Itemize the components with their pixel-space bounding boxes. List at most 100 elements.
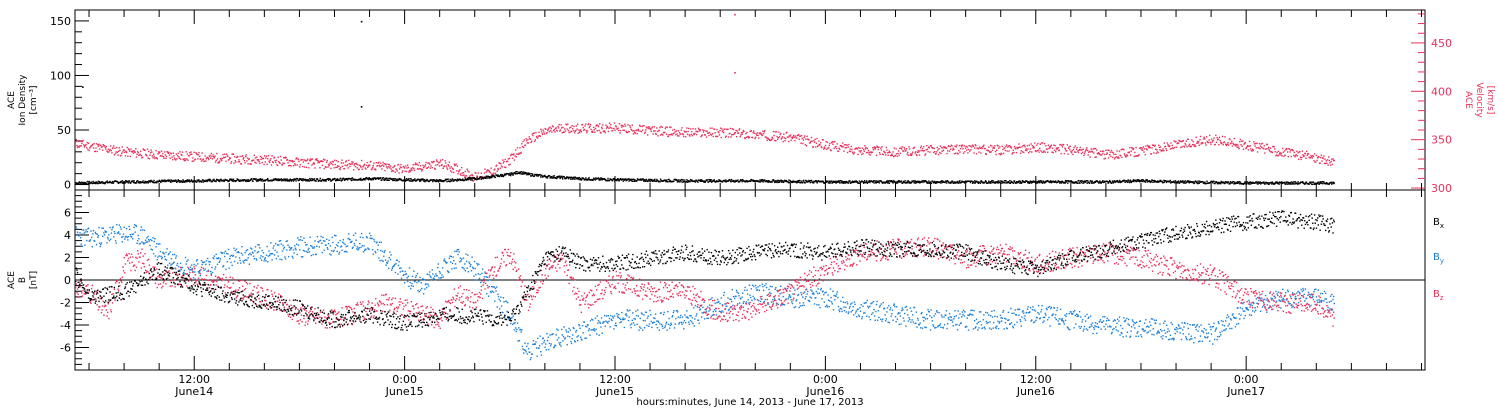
velocity-point: [683, 135, 685, 138]
density-point: [673, 180, 675, 182]
velocity-point: [686, 133, 689, 136]
density-point: [223, 180, 226, 182]
by-point: [114, 240, 117, 242]
density-point: [146, 181, 148, 184]
density-point: [1056, 181, 1059, 184]
velocity-point: [1212, 139, 1215, 142]
density-point: [393, 179, 396, 182]
density-point: [480, 176, 482, 178]
velocity-point: [1237, 144, 1239, 146]
velocity-point: [825, 140, 827, 143]
density-point: [624, 179, 627, 181]
velocity-point: [881, 146, 883, 148]
density-point: [369, 177, 371, 180]
velocity-point: [606, 125, 608, 128]
velocity-point: [775, 131, 778, 133]
density-point: [386, 179, 389, 181]
density-point: [1224, 180, 1227, 183]
density-point: [900, 180, 903, 182]
velocity-point: [264, 161, 267, 163]
density-point: [535, 175, 538, 177]
density-point: [1318, 182, 1321, 185]
velocity-point: [333, 167, 335, 169]
velocity-point: [280, 159, 282, 161]
velocity-point: [791, 136, 793, 139]
density-point: [1189, 180, 1191, 182]
by-point: [287, 244, 289, 246]
density-point: [779, 180, 782, 182]
by-point: [115, 242, 117, 244]
density-point: [735, 179, 737, 182]
velocity-point: [392, 166, 394, 169]
density-point: [999, 181, 1001, 183]
density-point: [816, 182, 819, 184]
density-point: [759, 179, 761, 181]
velocity-point: [411, 167, 414, 169]
density-point: [876, 180, 878, 182]
by-point: [203, 269, 205, 272]
velocity-point: [746, 131, 748, 134]
velocity-point: [456, 170, 458, 172]
velocity-point: [1328, 156, 1330, 158]
velocity-point: [1198, 144, 1200, 146]
velocity-point: [106, 150, 108, 152]
density-point: [643, 179, 645, 181]
density-point: [648, 179, 651, 182]
velocity-point: [1102, 150, 1105, 152]
density-point: [790, 181, 793, 183]
velocity-point: [460, 166, 463, 169]
velocity-point: [360, 166, 362, 168]
density-point: [88, 182, 90, 184]
density-point: [1333, 182, 1336, 184]
velocity-point: [1162, 149, 1165, 152]
density-point: [810, 179, 813, 182]
velocity-point: [694, 132, 696, 135]
velocity-point: [246, 160, 248, 162]
density-point: [767, 181, 770, 183]
velocity-point: [1325, 160, 1327, 162]
velocity-point: [578, 131, 581, 134]
density-point: [955, 181, 957, 183]
velocity-point: [561, 127, 563, 129]
density-point: [1199, 180, 1201, 182]
density-point: [519, 172, 521, 174]
velocity-point: [1129, 146, 1131, 149]
velocity-point: [198, 151, 200, 154]
velocity-point: [1161, 150, 1164, 152]
density-point: [630, 180, 633, 182]
density-point: [1271, 181, 1273, 183]
density-point: [239, 179, 241, 181]
by-point: [240, 262, 242, 264]
velocity-point: [348, 162, 351, 165]
velocity-point: [492, 172, 495, 174]
density-point: [1144, 180, 1146, 182]
velocity-point: [418, 161, 421, 164]
density-point: [828, 180, 831, 182]
velocity-point: [1280, 152, 1283, 155]
density-point: [277, 179, 279, 182]
density-point: [188, 179, 191, 181]
density-point: [521, 173, 523, 175]
velocity-point: [595, 124, 598, 126]
density-point: [499, 175, 501, 177]
by-point: [76, 231, 79, 233]
velocity-point: [160, 150, 163, 152]
velocity-point: [1021, 146, 1023, 148]
velocity-point: [961, 146, 963, 148]
velocity-point: [753, 130, 755, 132]
velocity-point: [880, 149, 883, 151]
velocity-point: [1221, 142, 1223, 144]
density-point: [426, 179, 429, 181]
velocity-point: [1318, 156, 1320, 158]
by-point: [223, 252, 225, 254]
by-point: [251, 248, 253, 250]
velocity-point: [831, 142, 833, 144]
density-point: [482, 177, 485, 180]
density-point: [1134, 179, 1137, 182]
velocity-point: [435, 164, 437, 166]
density-point: [421, 179, 423, 181]
by-point: [193, 263, 195, 266]
velocity-point: [858, 150, 861, 152]
velocity-point: [676, 135, 679, 137]
velocity-point: [832, 143, 834, 145]
